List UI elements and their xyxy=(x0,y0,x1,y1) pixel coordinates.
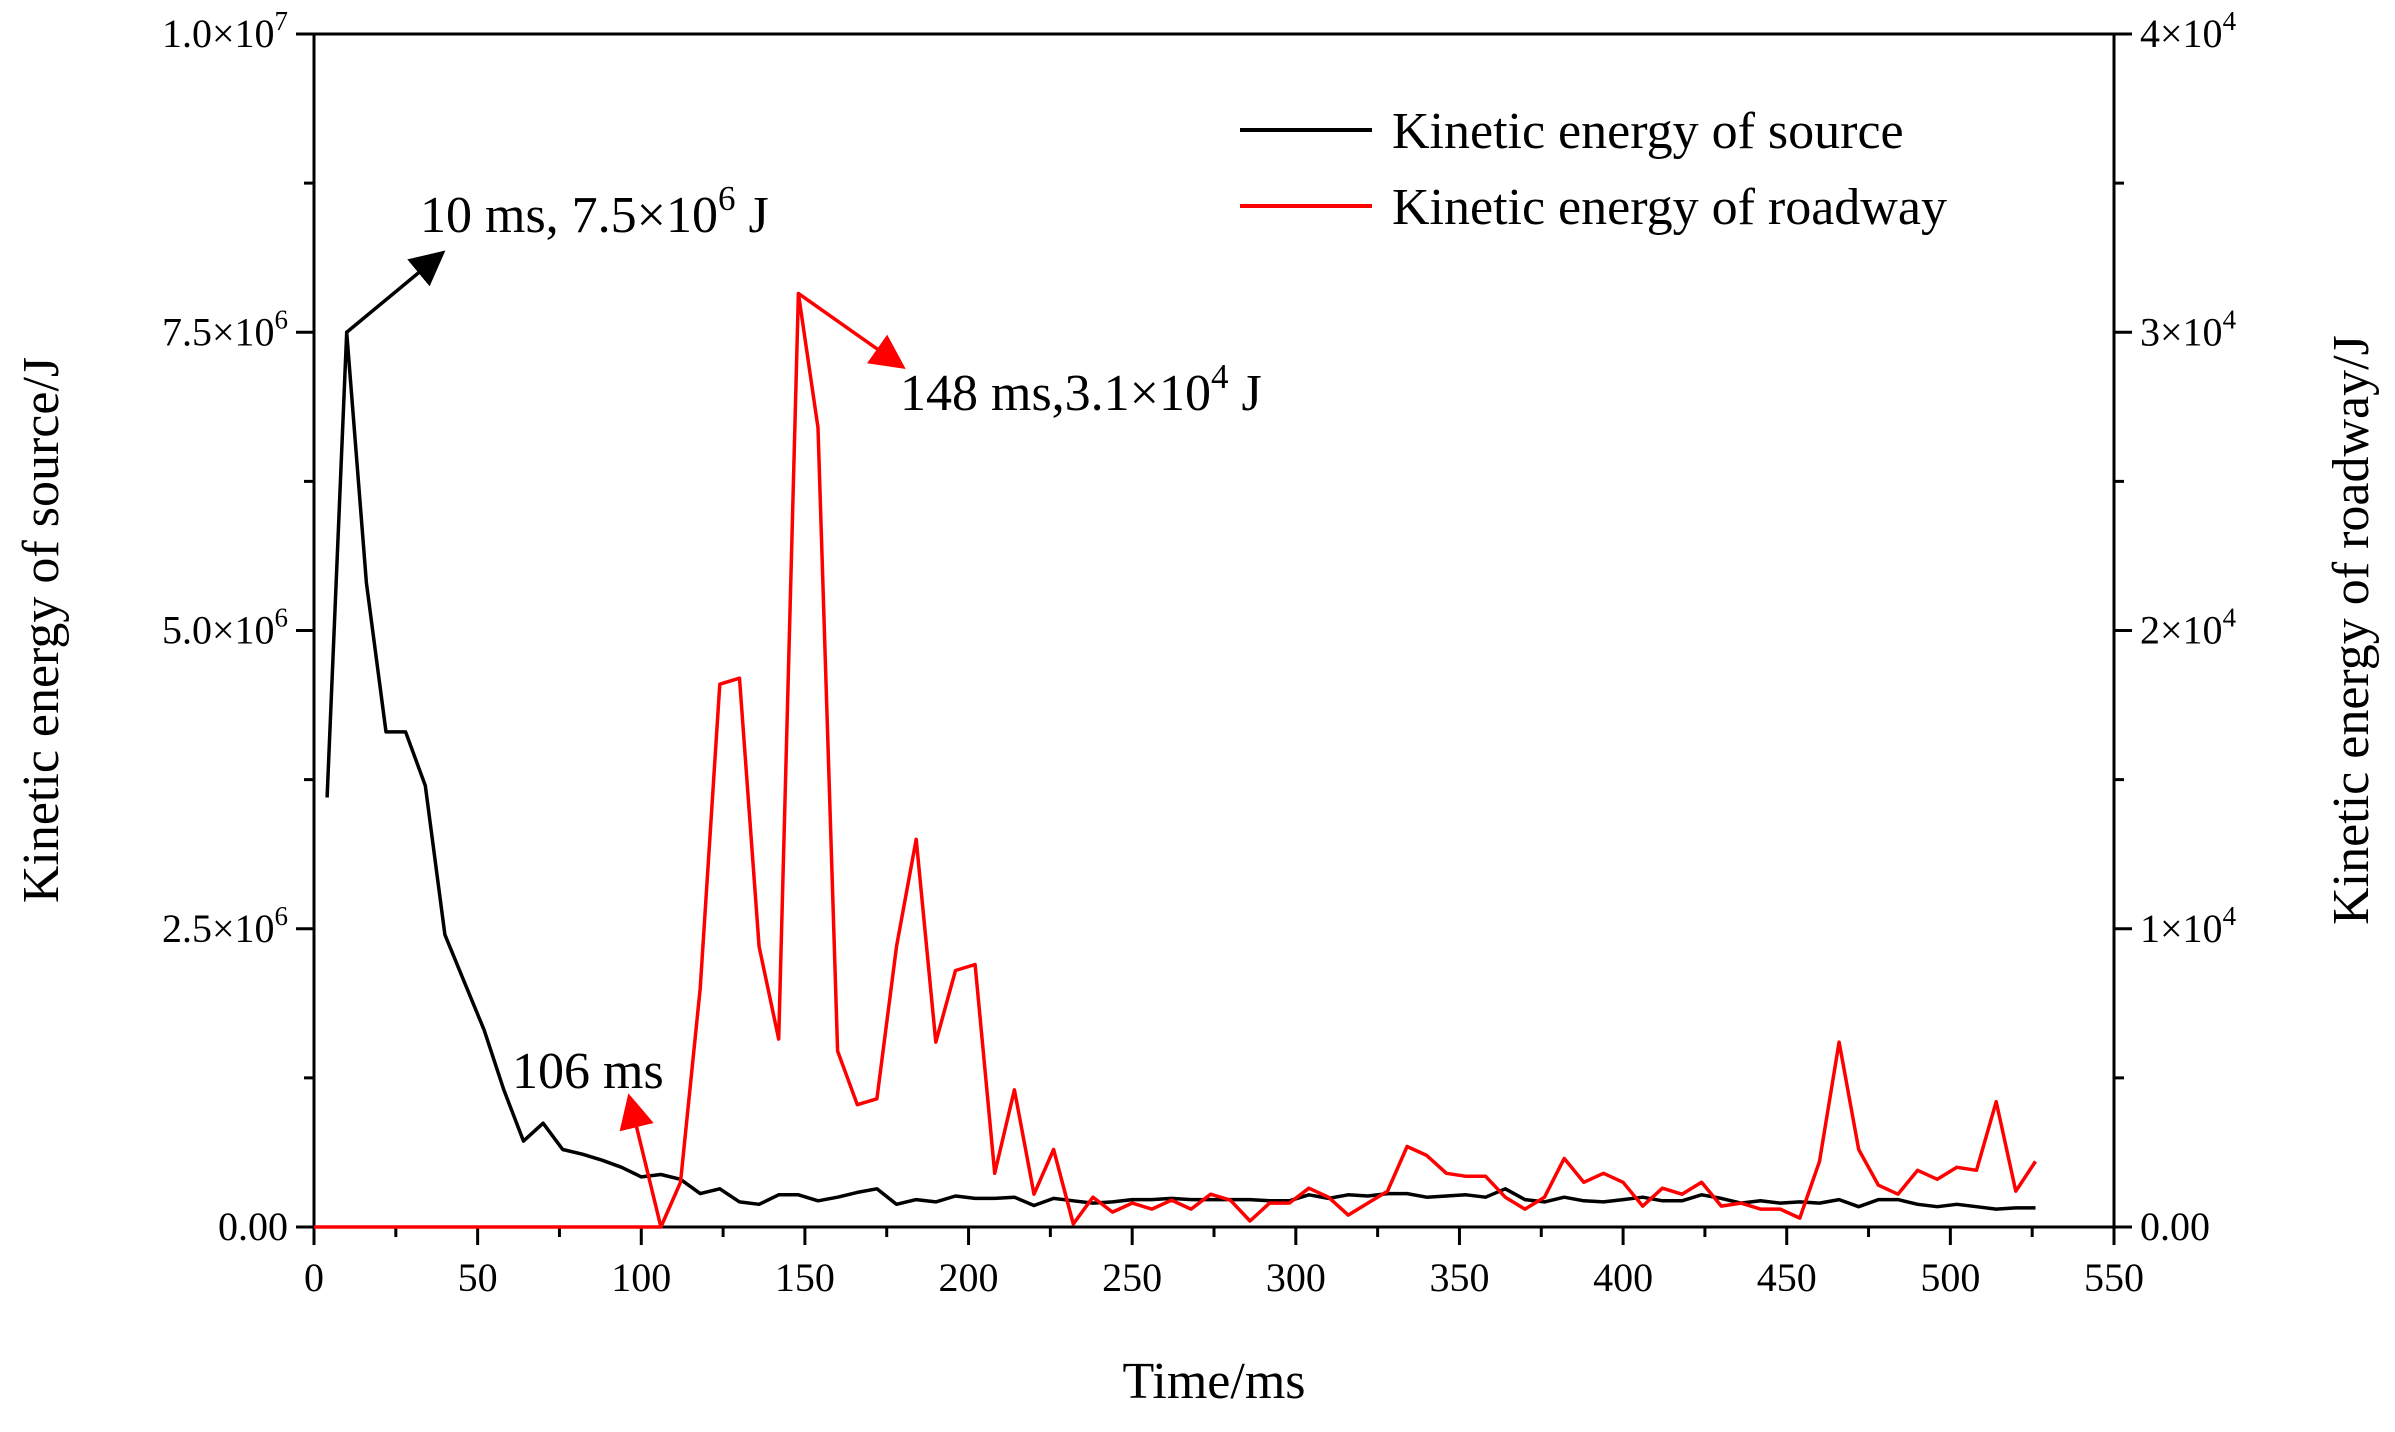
y-left-tick-label-mantissa: 0.00 xyxy=(218,1204,288,1249)
y-axis-right-label: Kinetic energy of roadway/J xyxy=(2323,335,2380,925)
y-right-tick-label: 0.00 xyxy=(2140,1204,2210,1249)
y-left-tick-label: 7.5×106 xyxy=(162,304,288,354)
annotation-arrow-roadway-peak xyxy=(797,292,906,370)
series-layer xyxy=(314,291,2037,1229)
y-left-tick-label-exponent: 7 xyxy=(275,6,289,36)
annotation-label-roadway-peak-mantissa: 148 ms,3.1×10 xyxy=(900,365,1211,422)
y-right-tick-label-mantissa: 1×10 xyxy=(2140,906,2223,951)
y-left-tick-label: 1.0×107 xyxy=(162,6,288,56)
y-right-tick-label-mantissa: 3×10 xyxy=(2140,309,2223,354)
series-line-source xyxy=(325,330,2036,1211)
annotation-label-roadway-peak-suffix: J xyxy=(1229,365,1262,422)
y-left-tick-label: 5.0×106 xyxy=(162,603,288,653)
x-tick-label: 350 xyxy=(1429,1255,1489,1300)
annotation-label-source-peak-exponent: 6 xyxy=(718,179,736,218)
x-tick-label: 50 xyxy=(458,1255,498,1300)
legend-label-source: Kinetic energy of source xyxy=(1392,103,1904,160)
y-right-tick-label-mantissa: 2×10 xyxy=(2140,608,2223,653)
y-right-tick-label-exponent: 4 xyxy=(2223,6,2237,36)
annotation-label-roadway-onset-mantissa: 106 ms xyxy=(512,1043,664,1100)
annotation-label-roadway-peak-exponent: 4 xyxy=(1211,357,1229,396)
x-tick-label: 250 xyxy=(1102,1255,1162,1300)
annotation-label-source-peak-suffix: J xyxy=(736,187,769,244)
x-tick-label: 150 xyxy=(775,1255,835,1300)
x-tick-label: 450 xyxy=(1757,1255,1817,1300)
y-left-tick-label-exponent: 6 xyxy=(275,304,289,334)
y-right-tick-label-exponent: 4 xyxy=(2223,304,2237,334)
y-left-tick-label-exponent: 6 xyxy=(275,901,289,931)
x-tick-label: 550 xyxy=(2084,1255,2144,1300)
annotation-arrow-roadway-onset xyxy=(619,1093,663,1228)
y-left-tick-label-exponent: 6 xyxy=(275,603,289,633)
x-tick-label: 0 xyxy=(304,1255,324,1300)
x-axis: 0 50 100 150 200 250 300 350 400 450 500 550 xyxy=(304,1227,2144,1300)
y-right-tick-label: 2×104 xyxy=(2140,603,2237,653)
y-right-tick-label-exponent: 4 xyxy=(2223,901,2237,931)
y-right-tick-label: 4×104 xyxy=(2140,6,2237,56)
annotation-label-roadway-onset: 106 ms xyxy=(512,1043,664,1100)
y-axis-left-label: Kinetic energy of source/J xyxy=(13,357,70,903)
y-left-tick-label: 0.00 xyxy=(218,1204,288,1249)
y-right-tick-label: 3×104 xyxy=(2140,304,2237,354)
y-left-tick-label-mantissa: 5.0×10 xyxy=(162,608,275,653)
y-right-tick-label-mantissa: 4×10 xyxy=(2140,11,2223,56)
series-line-roadway xyxy=(314,291,2037,1229)
x-tick-label: 400 xyxy=(1593,1255,1653,1300)
legend: Kinetic energy of source Kinetic energy … xyxy=(1240,103,1947,236)
x-tick-label: 200 xyxy=(939,1255,999,1300)
x-tick-label: 300 xyxy=(1266,1255,1326,1300)
annotation-label-roadway-peak: 148 ms,3.1×104 J xyxy=(900,357,1262,422)
y-left-tick-label-mantissa: 7.5×10 xyxy=(162,309,275,354)
legend-label-roadway: Kinetic energy of roadway xyxy=(1392,179,1947,236)
x-tick-label: 500 xyxy=(1920,1255,1980,1300)
y-left-tick-label: 2.5×106 xyxy=(162,901,288,951)
annotation-label-source-peak: 10 ms, 7.5×106 J xyxy=(420,179,769,244)
annotation-label-source-peak-mantissa: 10 ms, 7.5×10 xyxy=(420,187,718,244)
y-left-tick-label-mantissa: 1.0×10 xyxy=(162,11,275,56)
x-axis-label: Time/ms xyxy=(1122,1353,1305,1410)
y-right-tick-label-mantissa: 0.00 xyxy=(2140,1204,2210,1249)
y-right-tick-label: 1×104 xyxy=(2140,901,2237,951)
y-right-tick-label-exponent: 4 xyxy=(2223,603,2237,633)
y-left-tick-label-mantissa: 2.5×10 xyxy=(162,906,275,951)
annotation-arrow-source-peak xyxy=(345,250,446,334)
x-tick-label: 100 xyxy=(611,1255,671,1300)
